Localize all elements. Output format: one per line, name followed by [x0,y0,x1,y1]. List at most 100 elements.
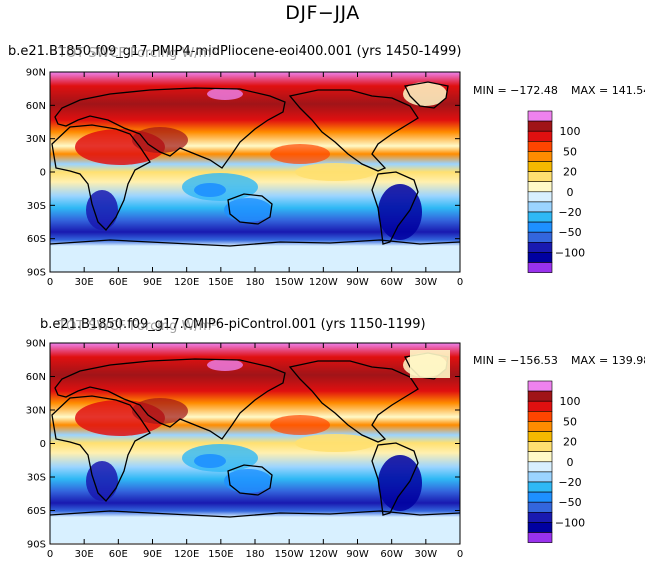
panel1-colorbar: 100 50 20 0 −20 −50 −100 [527,110,585,273]
panel1-colorbar-label: −100 [555,246,585,259]
panel2-colorbar-swatch [527,471,553,483]
panel2-colorbar-label: 100 [560,395,581,408]
panel2-colorbar-swatch [527,491,553,503]
panel2-colorbar: 100 50 20 0 −20 −50 −100 [527,380,585,543]
panel2-colorbar-label: 50 [563,415,577,428]
panel2-case-name: b.e21.B1850.f09_g17.CMIP6-piControl.001 … [40,317,426,332]
panel2-colorbar-label: 20 [563,436,577,449]
panel1-lon-label: 90E [143,277,162,288]
panel1-lon-label: 30E [75,277,94,288]
panel2-lon-label: 120E [174,549,199,560]
panel2-colorbar-swatch [527,501,553,513]
panel1-lon-label: 150W [275,277,304,288]
panel2-lon-label: 180 [245,549,264,560]
panel1-colorbar-swatch [527,221,553,233]
panel1-colorbar-label: 20 [563,166,577,179]
panel2-min-label: MIN = −156.53 [473,354,558,367]
panel2-colorbar-swatch [527,421,553,432]
panel2-lon-label: 120W [309,549,338,560]
panel2-colorbar-swatch [527,410,553,422]
panel1-lon-label: 30W [415,277,438,288]
panel2-colorbar-swatch [527,532,553,543]
panel2-lon-label: 150E [208,549,233,560]
panel2-lon-label: 0 [457,549,463,560]
panel2-colorbar-swatch [527,431,553,442]
panel1-lat-label: 60N [26,101,46,112]
panel2-colorbar-swatch [527,511,553,523]
panel2-colorbar-swatch [527,522,553,533]
panel2-colorbar-swatch [527,441,553,453]
panel2-lat-label: 30S [27,473,46,484]
panel1-colorbar-label: 50 [563,145,577,158]
panel1-colorbar-swatch [527,120,553,132]
panel1-lon-label: 150E [208,277,233,288]
panel2-colorbar-swatch [527,481,553,493]
panel1-colorbar-swatch [527,201,553,213]
panel1-lon-label: 0 [47,277,53,288]
panel2-colorbar-swatch [527,451,553,463]
panel1-colorbar-label: 100 [560,125,581,138]
panel2-colorbar-label: −100 [555,516,585,529]
panel1-lat-label: 60S [27,234,46,245]
panel1-min-label: MIN = −172.48 [473,84,558,97]
panel1-colorbar-swatch [527,130,553,142]
panel1-colorbar-label: −20 [558,206,581,219]
panel2-colorbar-label: −20 [558,476,581,489]
panel1-colorbar-swatch [527,181,553,193]
panel1-map-field [50,72,460,272]
page-title: DJF−JJA [285,2,360,24]
panel2-lon-label: 90W [346,549,369,560]
panel2-overlay-title: TOT SWCF Forcing W/m² [58,319,217,334]
panel2-lat-label: 90N [26,339,46,350]
panel1-lat-label: 90S [27,268,46,279]
panel1-colorbar-swatch [527,110,553,122]
panel1-colorbar-swatch [527,161,553,172]
panel2-lon-label: 60E [109,549,128,560]
panel2-lat-label: 90S [27,540,46,551]
panel1-lon-label: 120E [174,277,199,288]
panel1-colorbar-swatch [527,262,553,273]
panel2-lon-label: 150W [275,549,304,560]
panel2-colorbar-swatch [527,400,553,412]
panel1-lat-label: 0 [40,168,46,179]
panel1-colorbar-swatch [527,231,553,243]
panel2-lat-label: 60S [27,506,46,517]
panel2-lon-label: 0 [47,549,53,560]
panel1-colorbar-swatch [527,191,553,203]
panel2-lat-label: 60N [26,372,46,383]
panel1-lat-label: 30N [26,134,46,145]
panel1-colorbar-swatch [527,151,553,162]
panel1-lat-label: 30S [27,201,46,212]
panel1-colorbar-label: −50 [558,226,581,239]
panel2-lat-label: 0 [40,439,46,450]
panel2-colorbar-label: −50 [558,496,581,509]
panel2-lon-label: 30W [415,549,438,560]
panel2-lon-label: 90E [143,549,162,560]
panel1-colorbar-swatch [527,252,553,263]
panel1-colorbar-swatch [527,242,553,253]
panel1-lon-label: 180 [245,277,264,288]
panel1-lon-label: 0 [457,277,463,288]
panel2-colorbar-swatch [527,461,553,473]
panel1-overlay-title: TOT SWCF Forcing W/m² [58,46,217,61]
panel2-lon-label: 60W [380,549,403,560]
panel2-colorbar-swatch [527,380,553,392]
panel1-colorbar-swatch [527,141,553,152]
panel2-lon-label: 30E [75,549,94,560]
panel1-lon-label: 60E [109,277,128,288]
panel1-colorbar-label: 0 [567,186,574,199]
panel2-colorbar-label: 0 [567,456,574,469]
panel1-lat-label: 90N [26,68,46,79]
panel1-case-name: b.e21.B1850.f09_g17.PMIP4-midPliocene-eo… [8,44,462,59]
panel2-map-field [50,343,460,543]
panel1-lon-label: 90W [346,277,369,288]
panel1-lon-label: 120W [309,277,338,288]
panel1-colorbar-swatch [527,171,553,183]
panel1-lon-label: 60W [380,277,403,288]
panel1-max-label: MAX = 141.54 [571,84,645,97]
panel2-lat-label: 30N [26,406,46,417]
panel2-max-label: MAX = 139.98 [571,354,645,367]
